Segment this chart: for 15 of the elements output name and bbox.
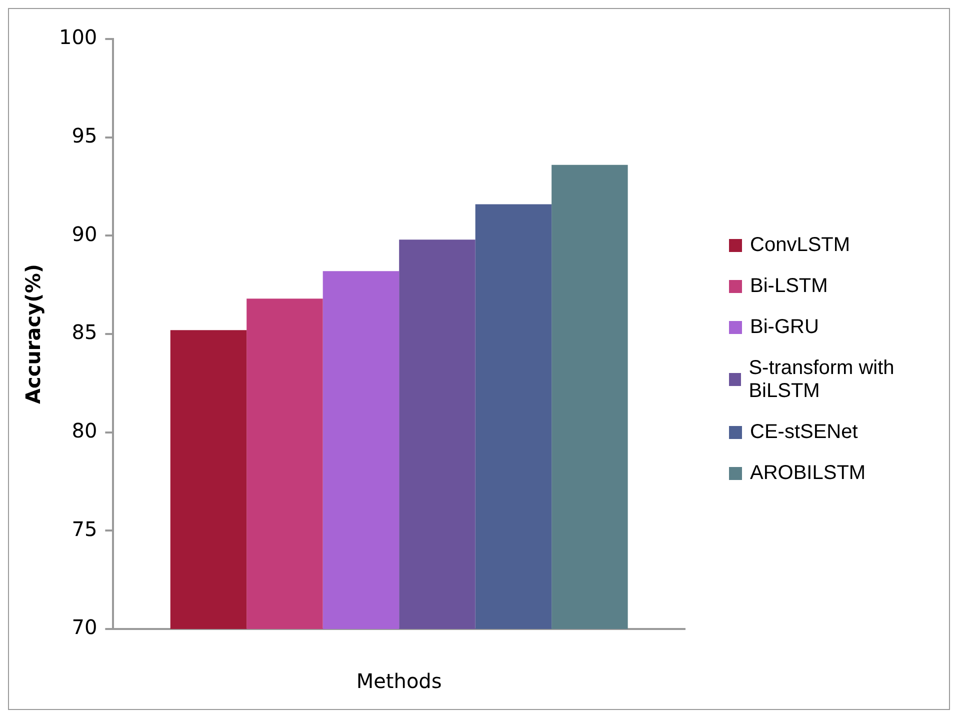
legend-label: AROBILSTM — [750, 462, 866, 484]
legend-label: Bi-GRU — [750, 316, 819, 338]
y-tick-label: 95 — [72, 124, 98, 148]
y-tick-label: 85 — [72, 320, 98, 344]
y-tick-label: 100 — [58, 25, 98, 50]
y-tick-label: 75 — [72, 516, 98, 541]
y-tick-label: 70 — [72, 615, 98, 640]
legend-label: S-transform with BiLSTM — [748, 356, 896, 402]
y-tick-label: 80 — [72, 418, 98, 443]
x-axis-title: Methods — [356, 669, 442, 694]
legend-label: ConvLSTM — [750, 234, 850, 256]
legend-label: CE-stSENet — [750, 420, 858, 444]
legend-label: Bi-LSTM — [750, 274, 828, 298]
y-tick-label: 90 — [72, 222, 98, 246]
y-axis-title: Accuracy(%) — [21, 264, 46, 404]
